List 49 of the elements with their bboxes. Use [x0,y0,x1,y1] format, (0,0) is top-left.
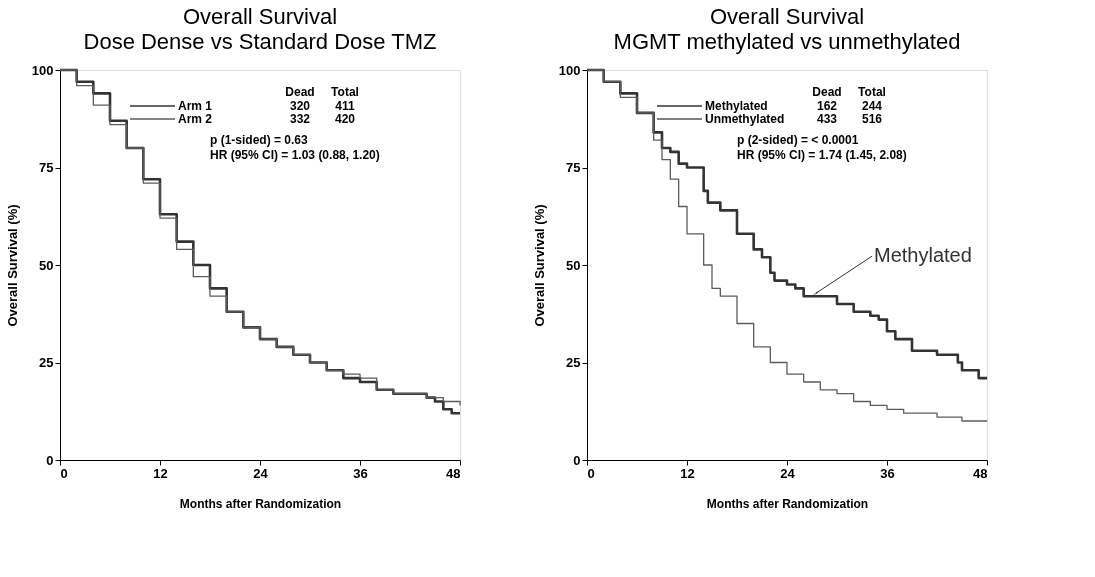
annotation: Dead [812,85,842,99]
x-tick-label: 12 [680,465,695,481]
annotation: 433 [816,112,838,126]
x-tick-label: 12 [153,465,168,481]
annotation: Total [331,85,359,99]
annotation: Total [858,85,886,99]
annotation: 516 [861,112,883,126]
x-axis-title: Months after Randomization [179,496,342,511]
x-tick-label: 36 [353,465,368,481]
x-tick-label: 24 [780,465,796,481]
y-tick-label: 50 [566,257,581,273]
y-tick-label: 75 [39,160,54,175]
x-tick-label: 48 [973,465,988,481]
chart-title: Overall Survival [182,4,338,29]
chart-title: Overall Survival [709,4,865,29]
x-tick-label: 0 [60,465,68,481]
legend-label: Unmethylated [705,112,785,126]
annotation: 420 [334,112,356,126]
annotation: Methylated [874,244,972,267]
x-tick-label: 24 [253,465,269,481]
x-axis-title: Months after Randomization [706,496,869,511]
annotation: 320 [289,99,311,113]
x-tick-label: 36 [880,465,895,481]
annotation: HR (95% CI) = 1.74 (1.45, 2.08) [737,148,907,162]
y-tick-label: 0 [573,452,581,468]
y-tick-label: 100 [31,62,54,78]
y-tick-label: 25 [39,355,54,370]
y-tick-label: 25 [566,355,581,370]
legend-label: Methylated [705,99,768,113]
annotation: p (2-sided) = < 0.0001 [737,133,859,147]
annotation: 162 [816,99,838,113]
x-tick-label: 48 [446,465,461,481]
annotation: HR (95% CI) = 1.03 (0.88, 1.20) [210,148,380,162]
chart-subtitle: MGMT methylated vs unmethylated [613,29,961,54]
annotation: 332 [289,112,311,126]
y-axis-title: Overall Survival (%) [531,204,547,327]
x-tick-label: 0 [587,465,595,481]
y-tick-label: 100 [558,62,581,78]
chart-subtitle: Dose Dense vs Standard Dose TMZ [83,29,437,54]
legend-label: Arm 1 [178,99,213,113]
annotation: 244 [861,99,883,113]
y-tick-label: 50 [39,257,54,273]
annotation: Dead [285,85,315,99]
y-axis-title: Overall Survival (%) [4,204,20,327]
legend-label: Arm 2 [178,112,213,126]
y-tick-label: 0 [46,452,54,468]
annotation: p (1-sided) = 0.63 [210,133,309,147]
y-tick-label: 75 [566,160,581,175]
annotation: 411 [335,99,356,113]
